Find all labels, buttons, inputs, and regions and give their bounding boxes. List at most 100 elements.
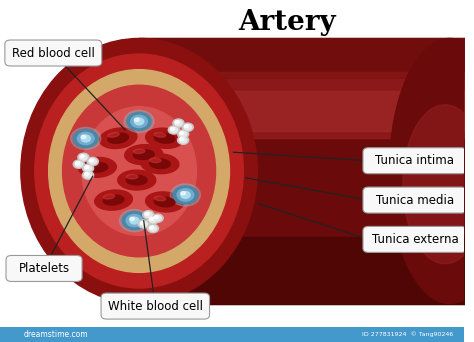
- Circle shape: [180, 138, 183, 141]
- Ellipse shape: [127, 175, 147, 185]
- Circle shape: [178, 130, 189, 138]
- Ellipse shape: [71, 127, 101, 150]
- Circle shape: [135, 118, 144, 125]
- Circle shape: [75, 161, 82, 167]
- Ellipse shape: [149, 159, 170, 169]
- Ellipse shape: [124, 110, 154, 133]
- Circle shape: [149, 217, 157, 223]
- Ellipse shape: [100, 128, 137, 148]
- Circle shape: [178, 136, 189, 144]
- Circle shape: [173, 186, 198, 204]
- Text: Platelets: Platelets: [18, 262, 70, 275]
- Circle shape: [82, 171, 94, 179]
- Ellipse shape: [133, 150, 154, 159]
- Circle shape: [145, 212, 152, 218]
- Ellipse shape: [133, 149, 145, 154]
- Ellipse shape: [149, 158, 161, 162]
- Ellipse shape: [103, 195, 124, 205]
- Circle shape: [75, 162, 79, 165]
- Circle shape: [140, 222, 144, 224]
- Ellipse shape: [108, 133, 128, 143]
- Ellipse shape: [403, 105, 474, 264]
- Circle shape: [84, 172, 92, 178]
- Text: Tunica media: Tunica media: [376, 194, 454, 207]
- Ellipse shape: [87, 162, 99, 166]
- Ellipse shape: [63, 85, 216, 257]
- Circle shape: [85, 166, 89, 169]
- Text: ID 277831924  © Tang90246: ID 277831924 © Tang90246: [362, 332, 453, 337]
- FancyBboxPatch shape: [101, 293, 210, 319]
- Text: dreamstime.com: dreamstime.com: [23, 330, 88, 339]
- Circle shape: [81, 135, 91, 142]
- Circle shape: [85, 173, 89, 175]
- Circle shape: [184, 124, 191, 130]
- Text: White blood cell: White blood cell: [108, 300, 203, 313]
- Ellipse shape: [35, 54, 243, 288]
- Circle shape: [130, 217, 139, 224]
- Ellipse shape: [154, 197, 175, 207]
- FancyBboxPatch shape: [363, 226, 467, 252]
- Circle shape: [90, 159, 93, 162]
- Circle shape: [173, 119, 184, 127]
- FancyBboxPatch shape: [6, 255, 82, 281]
- Ellipse shape: [146, 192, 183, 212]
- Ellipse shape: [154, 133, 175, 143]
- Ellipse shape: [423, 49, 474, 293]
- Ellipse shape: [87, 162, 108, 172]
- Circle shape: [150, 226, 154, 229]
- Circle shape: [80, 155, 84, 158]
- Circle shape: [127, 113, 151, 130]
- FancyBboxPatch shape: [5, 40, 102, 66]
- Text: Artery: Artery: [238, 9, 336, 36]
- Text: Tunica intima: Tunica intima: [375, 154, 455, 167]
- Circle shape: [140, 221, 147, 227]
- Ellipse shape: [154, 132, 165, 137]
- Circle shape: [154, 215, 161, 221]
- Circle shape: [179, 137, 187, 143]
- Circle shape: [179, 131, 187, 137]
- Ellipse shape: [108, 132, 119, 137]
- Circle shape: [131, 115, 147, 128]
- Circle shape: [89, 159, 96, 164]
- Circle shape: [84, 166, 92, 171]
- Circle shape: [73, 160, 84, 168]
- Circle shape: [181, 192, 190, 198]
- Circle shape: [87, 157, 98, 166]
- Circle shape: [143, 211, 154, 219]
- Ellipse shape: [21, 38, 257, 304]
- Circle shape: [82, 164, 94, 172]
- Circle shape: [122, 212, 146, 229]
- Circle shape: [171, 128, 174, 130]
- Ellipse shape: [95, 190, 132, 210]
- Ellipse shape: [82, 107, 196, 235]
- Ellipse shape: [170, 184, 201, 206]
- Circle shape: [175, 121, 179, 123]
- Circle shape: [74, 130, 98, 147]
- Ellipse shape: [125, 145, 163, 165]
- Ellipse shape: [118, 170, 156, 190]
- Circle shape: [81, 135, 86, 139]
- Circle shape: [170, 127, 178, 133]
- Circle shape: [180, 132, 183, 134]
- Ellipse shape: [49, 70, 229, 272]
- Circle shape: [147, 224, 158, 233]
- Circle shape: [182, 123, 193, 131]
- FancyBboxPatch shape: [0, 327, 464, 342]
- Circle shape: [168, 126, 179, 134]
- Ellipse shape: [390, 38, 474, 304]
- Circle shape: [78, 153, 89, 161]
- Circle shape: [138, 220, 149, 228]
- Circle shape: [155, 216, 158, 219]
- Circle shape: [184, 125, 188, 128]
- Circle shape: [147, 216, 158, 224]
- Ellipse shape: [141, 154, 179, 174]
- Circle shape: [149, 226, 157, 231]
- FancyBboxPatch shape: [363, 187, 467, 213]
- Ellipse shape: [127, 174, 138, 179]
- Text: Red blood cell: Red blood cell: [12, 47, 95, 60]
- Circle shape: [80, 155, 87, 160]
- Ellipse shape: [103, 194, 115, 199]
- FancyBboxPatch shape: [363, 148, 467, 174]
- Circle shape: [152, 214, 163, 222]
- Ellipse shape: [146, 128, 183, 148]
